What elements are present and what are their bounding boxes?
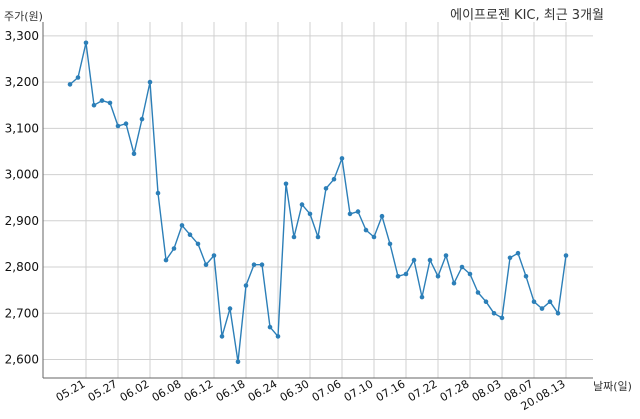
data-point <box>563 253 569 258</box>
data-point <box>347 211 353 217</box>
data-point <box>371 234 377 240</box>
data-point <box>547 299 553 305</box>
data-point <box>147 79 153 85</box>
data-point <box>99 98 105 103</box>
chart-title: 에이프로젠 KIC, 최근 3개월 <box>450 8 604 23</box>
x-tick-label: 06.02 <box>118 377 152 404</box>
data-point <box>267 324 273 330</box>
data-point <box>131 151 137 157</box>
x-tick-label: 07.16 <box>374 377 408 404</box>
x-tick-label: 07.06 <box>310 377 344 404</box>
data-point <box>443 253 449 258</box>
x-tick-label: 06.08 <box>150 377 184 404</box>
data-point <box>187 232 193 237</box>
data-point <box>115 123 121 129</box>
x-tick-label: 07.22 <box>406 377 440 404</box>
data-point <box>539 306 545 311</box>
data-point <box>483 299 489 305</box>
y-tick-label: 3,000 <box>5 168 39 182</box>
data-point <box>83 40 89 46</box>
data-point <box>531 299 537 305</box>
data-point <box>315 234 321 240</box>
x-tick-label: 06.30 <box>278 377 312 404</box>
data-point <box>283 181 289 187</box>
y-tick-label: 3,100 <box>5 121 39 135</box>
data-point <box>507 255 513 261</box>
data-point <box>363 227 369 233</box>
y-tick-label: 2,900 <box>5 214 39 228</box>
data-point <box>419 294 425 300</box>
y-tick-label: 2,800 <box>5 260 39 274</box>
data-point <box>139 116 145 122</box>
series-layer <box>67 40 569 365</box>
data-point <box>259 262 265 268</box>
x-tick-label: 07.28 <box>438 377 472 404</box>
x-tick-label: 06.12 <box>182 377 216 404</box>
data-point <box>555 311 561 316</box>
x-tick-label: 05.27 <box>86 377 120 404</box>
x-tick-label: 06.18 <box>214 377 248 404</box>
axes <box>42 22 593 379</box>
y-tick-label: 3,200 <box>5 75 39 89</box>
data-point <box>75 75 81 80</box>
data-point <box>91 102 97 108</box>
data-point <box>523 274 529 279</box>
data-point <box>307 211 313 217</box>
y-axis-label: 주가(원) <box>4 10 43 23</box>
data-point <box>323 186 329 191</box>
data-point <box>459 264 465 270</box>
data-point <box>299 202 305 207</box>
data-point <box>211 253 217 258</box>
data-point <box>155 190 161 196</box>
data-point <box>195 241 201 247</box>
data-point <box>427 257 433 263</box>
x-tick-label: 08.03 <box>470 377 504 404</box>
data-point <box>411 257 417 263</box>
data-point <box>435 274 441 279</box>
data-point <box>379 213 385 219</box>
data-point <box>403 271 409 277</box>
data-point <box>67 82 73 87</box>
series-line <box>69 42 567 363</box>
grid <box>43 22 593 378</box>
y-tick-label: 2,600 <box>5 353 39 367</box>
y-tick-label: 3,300 <box>5 29 39 43</box>
data-point <box>227 306 233 311</box>
data-point <box>339 156 345 161</box>
data-point <box>107 100 113 106</box>
data-point <box>179 223 185 228</box>
data-point <box>171 246 177 251</box>
data-point <box>251 262 257 268</box>
x-tick-label: 06.24 <box>246 377 280 404</box>
data-point <box>395 274 401 279</box>
data-point <box>275 334 281 339</box>
data-point <box>499 315 505 321</box>
y-tick-label: 2,700 <box>5 306 39 320</box>
data-point <box>123 121 129 126</box>
data-point <box>491 311 497 316</box>
data-point <box>291 234 297 240</box>
x-tick-label: 07.10 <box>342 377 376 404</box>
data-point <box>515 250 521 256</box>
data-point <box>451 280 457 286</box>
data-point <box>163 257 169 263</box>
data-point <box>219 334 225 339</box>
x-tick-label: 05.21 <box>54 377 88 404</box>
data-point <box>243 283 249 288</box>
data-point <box>203 262 209 268</box>
data-point <box>331 176 337 182</box>
data-point <box>387 241 393 247</box>
data-point <box>467 271 473 277</box>
x-axis-label: 날짜(일) <box>593 380 632 393</box>
data-point <box>235 359 241 365</box>
data-point <box>355 209 361 214</box>
data-point <box>475 290 481 295</box>
